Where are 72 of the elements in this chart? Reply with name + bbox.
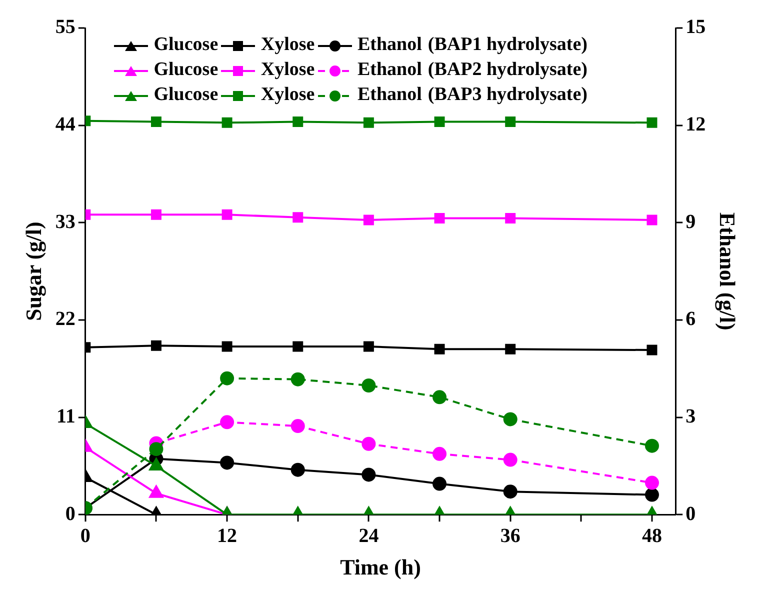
- point: [505, 212, 516, 224]
- legend-label: Ethanol: [357, 59, 422, 80]
- point: [646, 214, 658, 226]
- y-tick-label: 33: [55, 210, 76, 233]
- legend-label: Xylose: [260, 84, 315, 105]
- legend-label: Glucose: [154, 34, 218, 55]
- point: [292, 341, 304, 352]
- legend-label: Glucose: [154, 59, 218, 80]
- point: [362, 468, 376, 482]
- y2-tick-label: 3: [686, 405, 696, 428]
- point: [432, 446, 447, 461]
- point: [222, 341, 232, 352]
- point: [646, 344, 658, 356]
- legend-label: Glucose: [154, 84, 218, 105]
- point: [363, 117, 374, 128]
- point: [644, 438, 659, 453]
- point: [292, 212, 304, 223]
- y2-tick-label: 0: [686, 502, 696, 525]
- point: [503, 484, 518, 499]
- point: [292, 116, 304, 128]
- y-tick-label: 0: [65, 502, 76, 525]
- point: [644, 476, 659, 490]
- point: [150, 340, 162, 351]
- point: [503, 452, 518, 467]
- y2-tick-label: 6: [686, 308, 696, 330]
- x-axis-title: Time (h): [340, 554, 421, 580]
- x-tick-label: 12: [217, 524, 238, 547]
- x-tick-label: 48: [642, 524, 662, 547]
- point: [432, 476, 447, 491]
- y-tick-label: 11: [56, 405, 76, 428]
- y-tick-label: 55: [55, 16, 76, 38]
- legend-label: Ethanol: [357, 34, 422, 55]
- point: [150, 209, 162, 220]
- point: [290, 462, 305, 477]
- point: [505, 344, 516, 354]
- point: [434, 344, 445, 354]
- point: [362, 378, 376, 392]
- point: [362, 436, 376, 451]
- legend-label: Xylose: [260, 34, 315, 55]
- y2-tick-label: 9: [686, 210, 696, 233]
- x-tick-label: 0: [80, 524, 90, 547]
- point: [503, 412, 518, 426]
- point: [150, 116, 162, 128]
- point: [363, 214, 374, 226]
- point: [290, 419, 305, 434]
- point: [220, 371, 234, 386]
- annotation: (BAP1 hydrolysate): [428, 34, 588, 55]
- y-tick-label: 22: [55, 308, 76, 330]
- point: [432, 390, 447, 404]
- y-tick-label: 44: [55, 113, 76, 136]
- point: [434, 212, 445, 224]
- point: [505, 116, 516, 128]
- y2-axis-title: Ethanol (g/l): [715, 212, 740, 330]
- y-axis-title: Sugar (g/l): [20, 222, 46, 321]
- point: [290, 372, 305, 386]
- point: [646, 117, 658, 128]
- legend-label: Ethanol: [357, 84, 422, 105]
- point: [644, 488, 659, 502]
- x-tick-label: 24: [358, 524, 379, 547]
- point: [434, 116, 445, 128]
- point: [220, 415, 234, 430]
- point: [222, 117, 232, 128]
- x-tick-label: 36: [500, 524, 520, 547]
- annotation: (BAP2 hydrolysate): [428, 59, 588, 80]
- y2-tick-label: 12: [686, 113, 706, 136]
- legend-label: Xylose: [260, 59, 315, 80]
- y2-tick-label: 15: [686, 16, 706, 38]
- point: [222, 209, 232, 220]
- point: [149, 442, 164, 456]
- annotation: (BAP3 hydrolysate): [428, 84, 588, 105]
- point: [363, 341, 374, 352]
- point: [220, 456, 234, 470]
